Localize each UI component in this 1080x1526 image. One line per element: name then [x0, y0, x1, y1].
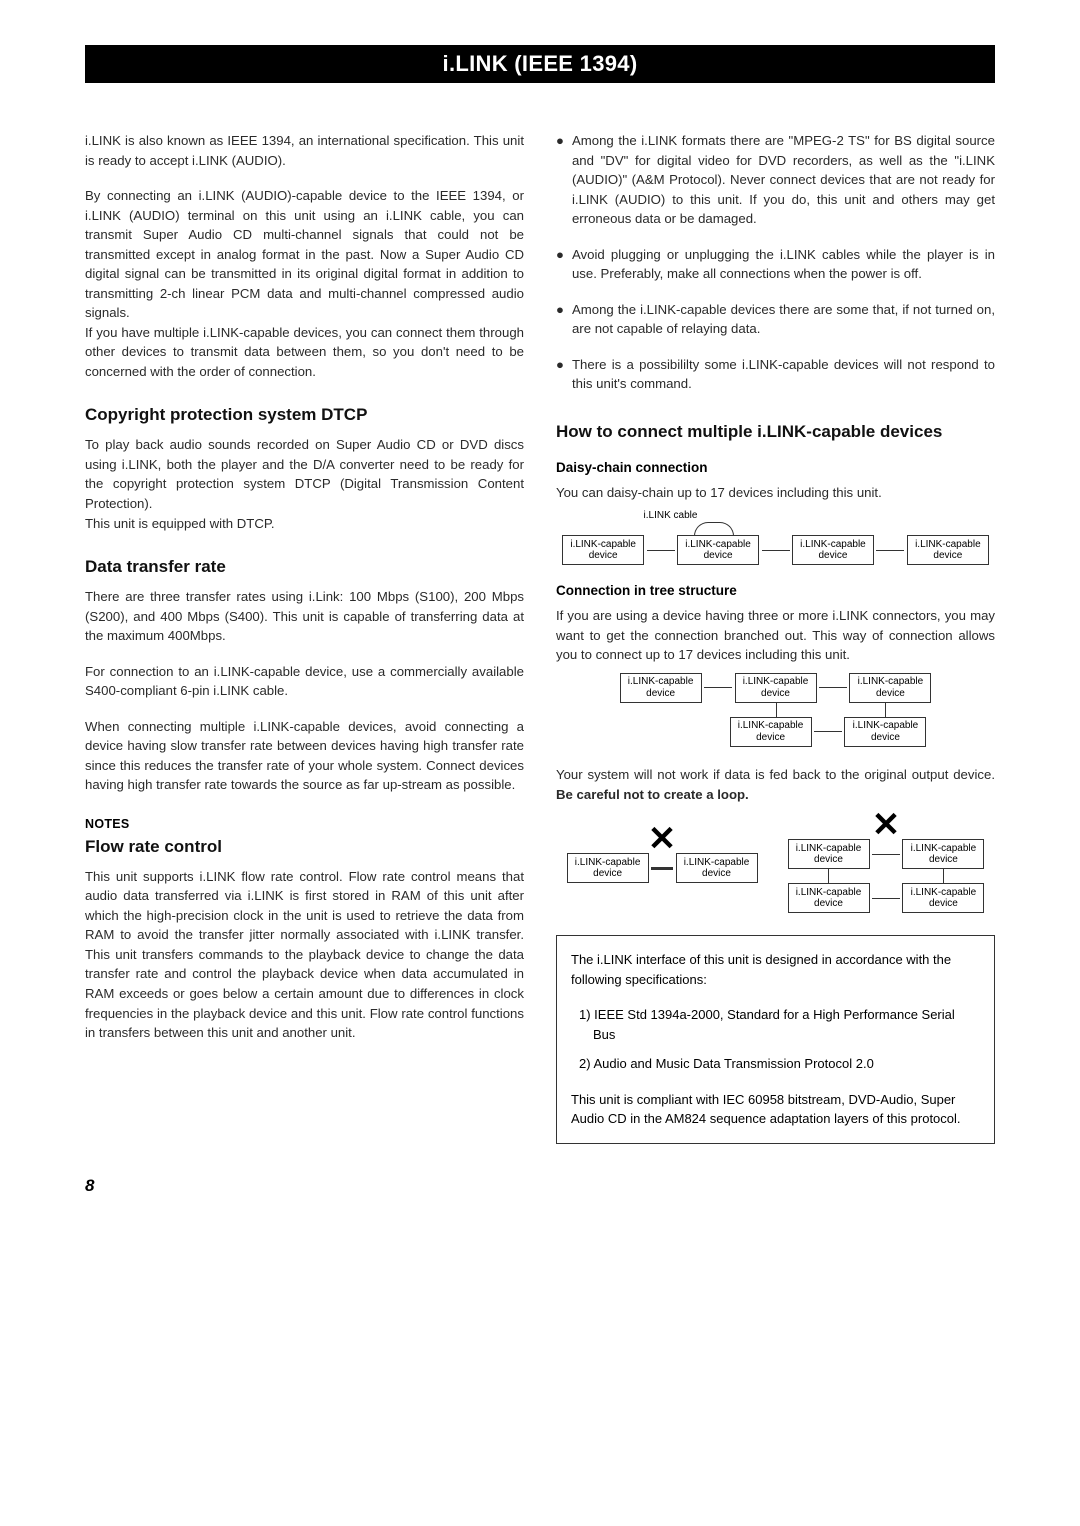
heading-tree-structure: Connection in tree structure	[556, 583, 995, 598]
bullet-2-text: Avoid plugging or unplugging the i.LINK …	[572, 245, 995, 284]
bullet-1: ● Among the i.LINK formats there are "MP…	[556, 131, 995, 229]
page-title-bar: i.LINK (IEEE 1394)	[85, 45, 995, 83]
x-mark-icon: ✕	[567, 826, 758, 853]
connector-line-icon	[872, 898, 900, 899]
device-box: i.LINK-capabledevice	[620, 673, 702, 703]
connector-line-icon	[647, 550, 675, 551]
rate-paragraph-1: There are three transfer rates using i.L…	[85, 587, 524, 646]
device-box: i.LINK-capabledevice	[730, 717, 812, 747]
bullet-3: ● Among the i.LINK-capable devices there…	[556, 300, 995, 339]
heading-transfer-rate: Data transfer rate	[85, 557, 524, 577]
bullet-4: ● There is a possibililty some i.LINK-ca…	[556, 355, 995, 394]
bullet-1-text: Among the i.LINK formats there are "MPEG…	[572, 131, 995, 229]
device-box: i.LINK-capabledevice	[677, 535, 759, 565]
bullet-4-text: There is a possibililty some i.LINK-capa…	[572, 355, 995, 394]
bullet-dot-icon: ●	[556, 131, 564, 229]
device-box: i.LINK-capabledevice	[788, 883, 870, 913]
page-number: 8	[85, 1176, 995, 1196]
device-box: i.LINK-capabledevice	[844, 717, 926, 747]
rate-paragraph-2: For connection to an i.LINK-capable devi…	[85, 662, 524, 701]
loop-text-1: Your system will not work if data is fed…	[556, 767, 995, 782]
device-box: i.LINK-capabledevice	[676, 853, 758, 883]
loop-diagram-left: ✕ i.LINK-capabledevice i.LINK-capabledev…	[567, 812, 758, 883]
right-column: ● Among the i.LINK formats there are "MP…	[556, 131, 995, 1144]
bullet-dot-icon: ●	[556, 300, 564, 339]
loop-text-bold: Be careful not to create a loop.	[556, 787, 749, 802]
connector-vline-icon	[885, 703, 886, 717]
spec-item-2: 2) Audio and Music Data Transmission Pro…	[579, 1054, 980, 1074]
tree-diagram: i.LINK-capabledevice i.LINK-capabledevic…	[556, 673, 995, 747]
connector-line-icon	[651, 867, 673, 870]
notes-label: NOTES	[85, 817, 524, 831]
rate-paragraph-3: When connecting multiple i.LINK-capable …	[85, 717, 524, 795]
daisy-chain-text: You can daisy-chain up to 17 devices inc…	[556, 483, 995, 503]
device-box: i.LINK-capabledevice	[562, 535, 644, 565]
spec-box: The i.LINK interface of this unit is des…	[556, 935, 995, 1144]
cable-label: i.LINK cable	[346, 510, 995, 521]
intro-paragraph-1: i.LINK is also known as IEEE 1394, an in…	[85, 131, 524, 170]
spec-intro: The i.LINK interface of this unit is des…	[571, 950, 980, 989]
intro-paragraph-3: If you have multiple i.LINK-capable devi…	[85, 323, 524, 382]
heading-flow-rate: Flow rate control	[85, 837, 524, 857]
tree-structure-text: If you are using a device having three o…	[556, 606, 995, 665]
device-box: i.LINK-capabledevice	[902, 883, 984, 913]
bullet-dot-icon: ●	[556, 355, 564, 394]
bullet-3-text: Among the i.LINK-capable devices there a…	[572, 300, 995, 339]
device-box: i.LINK-capabledevice	[849, 673, 931, 703]
connector-vline-icon	[828, 869, 829, 883]
connector-line-icon	[819, 687, 847, 688]
bullet-dot-icon: ●	[556, 245, 564, 284]
connector-line-icon	[704, 687, 732, 688]
cable-arc-icon	[694, 522, 734, 536]
device-box: i.LINK-capabledevice	[907, 535, 989, 565]
loop-warning-text: Your system will not work if data is fed…	[556, 765, 995, 804]
heading-daisy-chain: Daisy-chain connection	[556, 460, 995, 475]
spec-item-1: 1) IEEE Std 1394a-2000, Standard for a H…	[579, 1005, 980, 1044]
connector-line-icon	[814, 731, 842, 732]
device-box: i.LINK-capabledevice	[567, 853, 649, 883]
device-box: i.LINK-capabledevice	[792, 535, 874, 565]
daisy-chain-diagram: i.LINK cable i.LINK-capabledevice i.LINK…	[556, 510, 995, 565]
heading-dtcp: Copyright protection system DTCP	[85, 405, 524, 425]
loop-diagram-right: ✕ i.LINK-capabledevice i.LINK-capabledev…	[788, 812, 985, 913]
left-column: i.LINK is also known as IEEE 1394, an in…	[85, 131, 524, 1144]
device-box: i.LINK-capabledevice	[735, 673, 817, 703]
loop-diagrams: ✕ i.LINK-capabledevice i.LINK-capabledev…	[556, 812, 995, 913]
x-mark-icon: ✕	[788, 812, 985, 839]
connector-vline-icon	[943, 869, 944, 883]
bullet-2: ● Avoid plugging or unplugging the i.LIN…	[556, 245, 995, 284]
flow-paragraph: This unit supports i.LINK flow rate cont…	[85, 867, 524, 1043]
connector-line-icon	[872, 854, 900, 855]
device-box: i.LINK-capabledevice	[788, 839, 870, 869]
spec-outro: This unit is compliant with IEC 60958 bi…	[571, 1090, 980, 1129]
heading-multi-connect: How to connect multiple i.LINK-capable d…	[556, 422, 995, 442]
dtcp-paragraph-1: To play back audio sounds recorded on Su…	[85, 435, 524, 513]
connector-vline-icon	[776, 703, 777, 717]
connector-line-icon	[876, 550, 904, 551]
intro-paragraph-2: By connecting an i.LINK (AUDIO)-capable …	[85, 186, 524, 323]
device-box: i.LINK-capabledevice	[902, 839, 984, 869]
two-column-layout: i.LINK is also known as IEEE 1394, an in…	[85, 131, 995, 1144]
connector-line-icon	[762, 550, 790, 551]
